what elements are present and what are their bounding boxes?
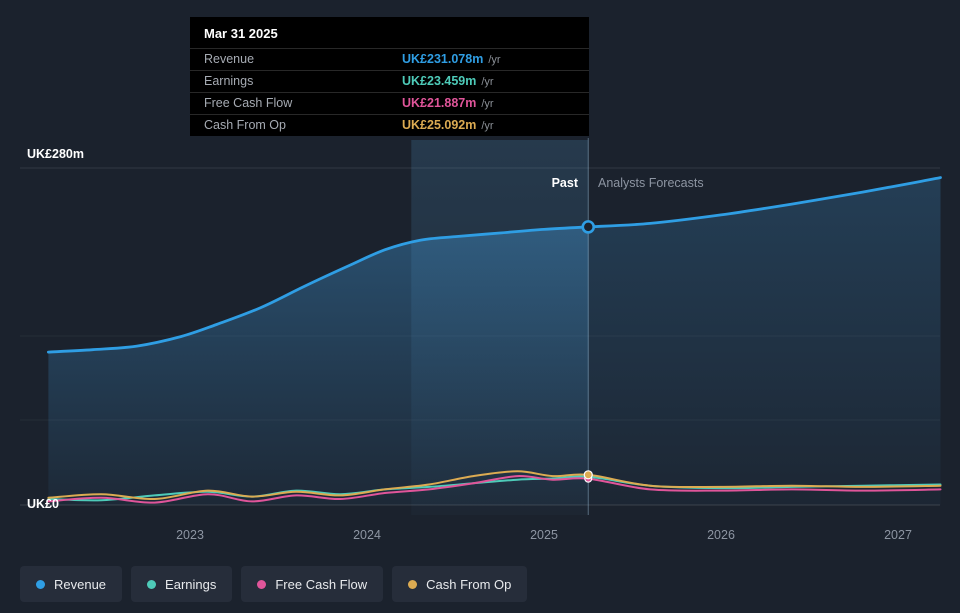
past-label: Past: [551, 176, 578, 190]
legend-label: Revenue: [54, 576, 107, 592]
tooltip-metric-value: UK£231.078m: [402, 52, 484, 66]
revenue-line-forecast: [586, 176, 942, 229]
tooltip-metric-label: Revenue: [204, 52, 255, 66]
revenue-marker[interactable]: [581, 220, 596, 234]
tooltip-rows: Revenue UK£231.078m/yr Earnings UK£23.459m /…: [190, 48, 589, 136]
y-axis-label-top: UK£280m: [27, 147, 84, 161]
tooltip-metric-value: UK£21.887m: [402, 96, 477, 110]
tooltip-metric-suffix: /yr: [481, 98, 494, 110]
legend-dot-icon: [408, 579, 418, 589]
legend-dot-icon: [36, 579, 45, 589]
cash-from-op-line: [47, 470, 942, 501]
tooltip-metric-label: Earnings: [204, 74, 254, 88]
legend-item-free-cash-flow[interactable]: Free Cash Flow: [241, 566, 384, 602]
legend-label: Earnings: [165, 576, 217, 592]
cash-from-op-marker[interactable]: [583, 470, 593, 480]
revenue-area-forecast: [588, 177, 941, 505]
tooltip-metric-value: UK£25.092m: [402, 118, 477, 132]
tooltip-row-free-cash-flow: Free Cash Flow UK£21.887m/yr: [190, 92, 589, 114]
tooltip-metric-label: Free Cash Flow: [204, 96, 293, 110]
legend: Revenue Earnings Free Cash Flow Cash From O…: [20, 566, 528, 602]
tooltip-row-revenue: Revenue UK£231.078m/yr: [190, 48, 589, 70]
last-year-highlight-band: [411, 140, 589, 515]
legend-label: Free Cash Flow: [275, 576, 368, 592]
tooltip-metric-value: UK£23.459m: [402, 74, 477, 88]
legend-dot-icon: [257, 579, 267, 589]
tooltip-metric-suffix: /yr: [481, 76, 494, 88]
y-axis-label-zero: UK£0: [27, 497, 59, 511]
legend-dot-icon: [147, 579, 157, 589]
free-cash-flow-line: [47, 475, 942, 504]
analysts-forecasts-label: Analysts Forecasts: [598, 176, 704, 190]
tooltip-metric-suffix: /yr: [481, 120, 494, 132]
revenue-line-past: [47, 225, 590, 354]
legend-item-revenue[interactable]: Revenue: [20, 566, 123, 602]
tooltip-metric-suffix: /yr: [488, 54, 501, 66]
tooltip-date: Mar 31 2025: [204, 26, 278, 41]
tooltip-row-earnings: Earnings UK£23.459m/yr: [190, 70, 589, 92]
legend-label: Cash From Op: [426, 576, 512, 592]
tooltip-metric-label: Cash From Op: [204, 118, 286, 132]
chart-tooltip: Mar 31 2025 Revenue UK£231.078m/yr Earning…: [190, 17, 589, 136]
legend-item-cash-from-op[interactable]: Cash From Op: [392, 566, 528, 602]
legend-item-earnings[interactable]: Earnings: [131, 566, 233, 602]
tooltip-row-cash-from-op: Cash From Op UK£25.092m/yr: [190, 114, 589, 136]
